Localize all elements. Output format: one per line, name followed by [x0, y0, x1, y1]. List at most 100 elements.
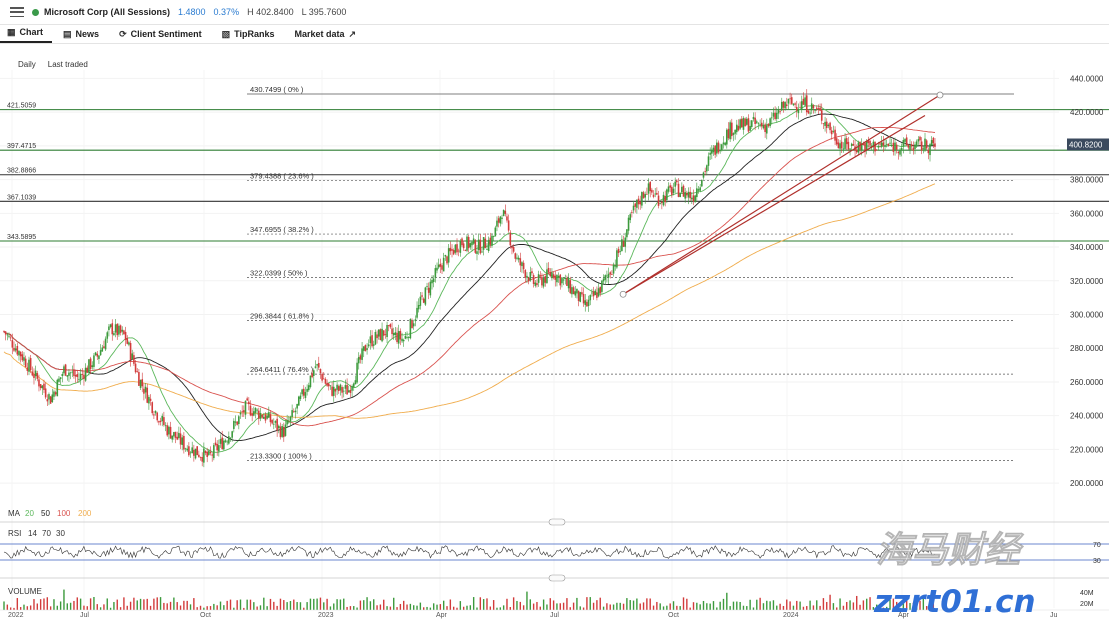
candle-body [429, 281, 432, 296]
fib-anchor-handle[interactable] [936, 91, 944, 99]
candle-body [682, 185, 685, 197]
candle-body [757, 123, 760, 125]
session-high: H 402.8400 [247, 7, 294, 17]
candle-body [731, 122, 733, 137]
volume-bar [932, 601, 935, 610]
volume-bar [216, 605, 218, 610]
volume-bar [432, 603, 435, 610]
volume-bar [666, 605, 668, 610]
candle-body [656, 192, 658, 195]
candle-body [464, 249, 467, 251]
candle-body [399, 330, 402, 340]
candle-body [489, 237, 492, 245]
volume-bar [229, 599, 232, 610]
candle-body [286, 420, 288, 425]
candle-body [299, 395, 302, 400]
candle-body [501, 217, 503, 219]
candle-body [114, 324, 117, 333]
volume-bar [393, 597, 395, 610]
candle-body [63, 366, 65, 374]
volume-bar [46, 597, 49, 610]
candle-body [767, 123, 770, 127]
volume-bar [549, 598, 551, 610]
candle-body [281, 425, 283, 437]
candle-body [218, 445, 220, 452]
candle-body [394, 332, 397, 336]
candle-body [612, 264, 615, 274]
panel-resize-handle[interactable] [548, 518, 566, 526]
interval-selector[interactable]: Daily [18, 60, 36, 69]
tab-market-data[interactable]: Market data ↗ [288, 25, 366, 43]
volume-bar [686, 598, 688, 610]
candle-body [156, 412, 159, 421]
volume-bar [479, 597, 482, 610]
volume-bar [682, 597, 685, 610]
hamburger-menu-icon[interactable] [10, 7, 24, 17]
volume-bar [589, 597, 591, 610]
candle-body [825, 121, 828, 129]
candle-body [121, 329, 124, 332]
candle-body [742, 118, 745, 130]
candle-body [126, 338, 129, 344]
candle-body [76, 374, 79, 378]
candle-body [316, 364, 318, 366]
candle-body [354, 380, 357, 385]
candle-body [83, 374, 85, 379]
trendline-lower [622, 115, 926, 295]
volume-bar [36, 603, 39, 610]
volume-bar [403, 600, 405, 610]
candle-body [659, 203, 661, 205]
tab-news[interactable]: ▤ News [56, 25, 108, 43]
volume-bar [476, 607, 478, 610]
candle-body [629, 214, 632, 221]
volume-bar [922, 597, 925, 610]
candle-body [461, 238, 463, 246]
candle-body [900, 147, 903, 150]
candle-body [131, 353, 134, 360]
tab-tipranks[interactable]: ▧ TipRanks [215, 25, 284, 43]
volume-bar [842, 605, 845, 610]
volume-bar [356, 607, 358, 610]
candle-body [146, 387, 149, 403]
candle-body [451, 249, 453, 251]
candle-body [341, 387, 343, 393]
volume-bar [249, 599, 252, 610]
candle-body [591, 292, 593, 294]
ma-legend-label: MA [8, 509, 21, 518]
candle-body [26, 367, 29, 371]
volume-bar [3, 601, 5, 610]
volume-bar [283, 600, 285, 610]
volume-bar [749, 599, 751, 610]
volume-bar [829, 594, 831, 610]
tab-chart[interactable]: ▦ Chart [0, 23, 53, 43]
tab-client-sentiment[interactable]: ⟳ Client Sentiment [112, 25, 211, 43]
candle-body [471, 241, 473, 246]
candle-body [784, 102, 786, 109]
candle-body [671, 186, 673, 195]
y-tick-label: 340.0000 [1070, 243, 1104, 252]
candle-body [804, 97, 806, 106]
candle-body [296, 403, 298, 409]
candle-body [879, 143, 881, 145]
candle-body [492, 236, 495, 237]
trendline-anchor-handle[interactable] [619, 290, 627, 298]
volume-bar [286, 602, 288, 610]
candle-body [9, 337, 12, 339]
candle-body [797, 108, 800, 114]
volume-bar [739, 601, 741, 610]
price-type-selector[interactable]: Last traded [47, 60, 88, 69]
candle-body [188, 446, 190, 456]
candle-body [211, 454, 213, 456]
candle-body [431, 280, 433, 284]
volume-bar [359, 600, 362, 610]
panel-resize-handle[interactable] [548, 574, 566, 582]
candle-body [792, 103, 795, 106]
candle-body [44, 388, 47, 398]
volume-bar [153, 598, 155, 610]
candle-body [581, 292, 583, 295]
candle-body [357, 357, 360, 364]
rsi-legend-param: 14 [28, 529, 37, 538]
volume-bar [369, 601, 372, 610]
candle-body [38, 379, 40, 387]
